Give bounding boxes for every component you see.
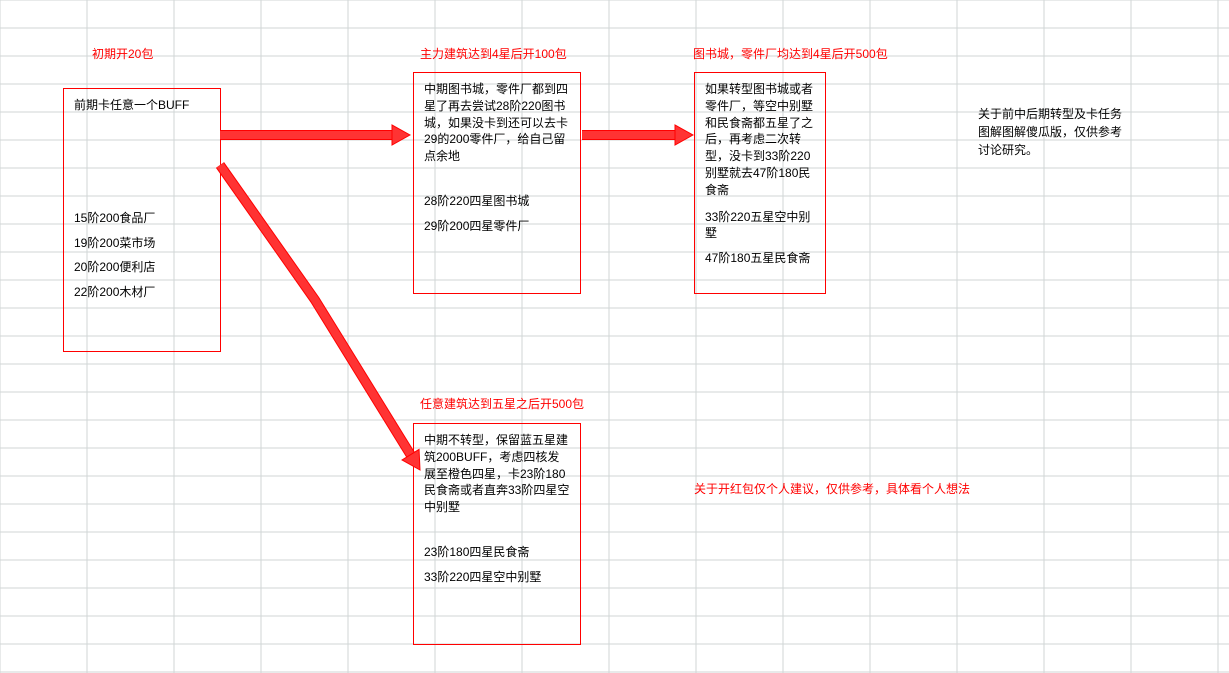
arrows bbox=[0, 0, 1229, 673]
diagram-content: 初期开20包 主力建筑达到4星后开100包 图书城，零件厂均达到4星后开500包… bbox=[0, 0, 1229, 673]
